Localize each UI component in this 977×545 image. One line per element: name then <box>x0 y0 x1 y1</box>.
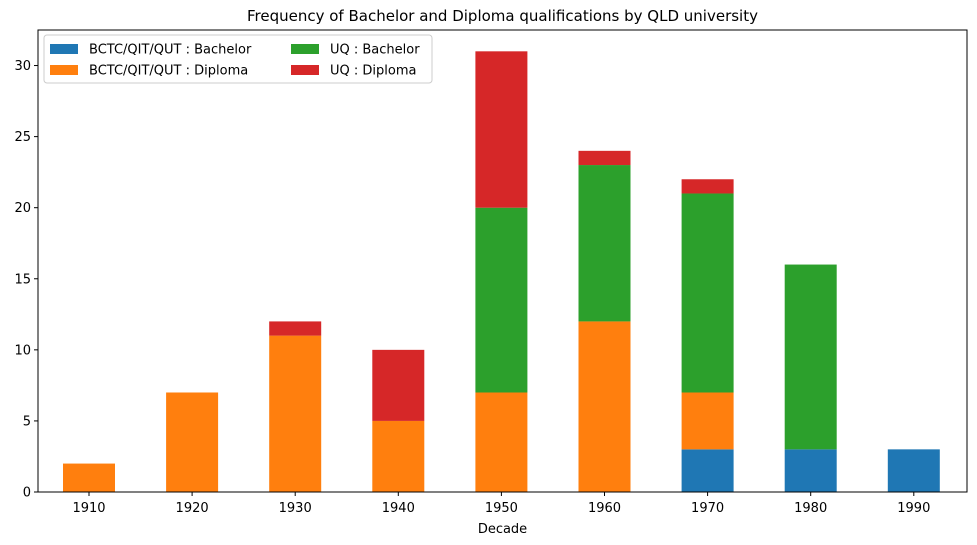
bar-1950-series-3 <box>475 51 528 208</box>
x-axis: 1910 1920 1930 1940 1950 1960 1970 1980 1990 <box>72 492 930 516</box>
y-tick-label: 25 <box>14 130 31 145</box>
legend-swatch-1 <box>50 65 78 75</box>
bar-1920-series-1 <box>166 392 219 492</box>
y-tick-label: 5 <box>23 414 31 429</box>
y-axis: 0 5 10 15 20 25 30 <box>14 59 38 501</box>
bar-1940-series-1 <box>372 420 425 492</box>
y-tick-label: 15 <box>14 272 31 287</box>
bar-1950-series-1 <box>475 392 528 492</box>
chart-title: Frequency of Bachelor and Diploma qualif… <box>247 7 758 25</box>
legend: BCTC/QIT/QUT : Bachelor BCTC/QIT/QUT : Di… <box>43 34 433 84</box>
bar-1980-series-2 <box>784 264 837 450</box>
legend-label-0: BCTC/QIT/QUT : Bachelor <box>89 43 252 58</box>
bar-1970-series-2 <box>681 193 734 393</box>
bar-1970-series-0 <box>681 449 734 492</box>
legend-label-1: BCTC/QIT/QUT : Diploma <box>89 64 248 79</box>
x-axis-title: Decade <box>478 522 527 537</box>
y-tick-label: 0 <box>23 486 31 501</box>
y-tick-label: 10 <box>14 343 31 358</box>
bar-1940-series-3 <box>372 349 425 421</box>
bars-group <box>63 51 940 492</box>
bar-1990-series-0 <box>887 449 940 492</box>
bar-1930-series-1 <box>269 335 322 492</box>
y-tick-label: 20 <box>14 201 31 216</box>
legend-swatch-0 <box>50 44 78 54</box>
x-tick-label: 1970 <box>691 501 724 516</box>
x-tick-label: 1980 <box>794 501 827 516</box>
x-tick-label: 1990 <box>897 501 930 516</box>
plot-frame <box>37 29 968 493</box>
x-tick-label: 1950 <box>485 501 518 516</box>
bar-1960-series-1 <box>578 321 631 492</box>
bar-1970-series-3 <box>681 179 734 194</box>
bar-1960-series-2 <box>578 165 631 322</box>
x-tick-label: 1920 <box>176 501 209 516</box>
bar-1930-series-3 <box>269 321 322 336</box>
bar-1980-series-0 <box>784 449 837 492</box>
y-tick-label: 30 <box>14 59 31 74</box>
bar-1970-series-1 <box>681 392 734 450</box>
legend-swatch-3 <box>291 65 319 75</box>
legend-frame <box>43 34 433 84</box>
legend-swatch-2 <box>291 44 319 54</box>
x-tick-label: 1960 <box>588 501 621 516</box>
legend-label-3: UQ : Diploma <box>330 64 416 79</box>
bar-1960-series-3 <box>578 150 631 166</box>
bar-1910-series-1 <box>63 463 115 492</box>
x-tick-label: 1910 <box>72 501 105 516</box>
x-tick-label: 1930 <box>279 501 312 516</box>
legend-label-2: UQ : Bachelor <box>330 43 420 58</box>
bar-1950-series-2 <box>475 207 528 393</box>
x-tick-label: 1940 <box>382 501 415 516</box>
